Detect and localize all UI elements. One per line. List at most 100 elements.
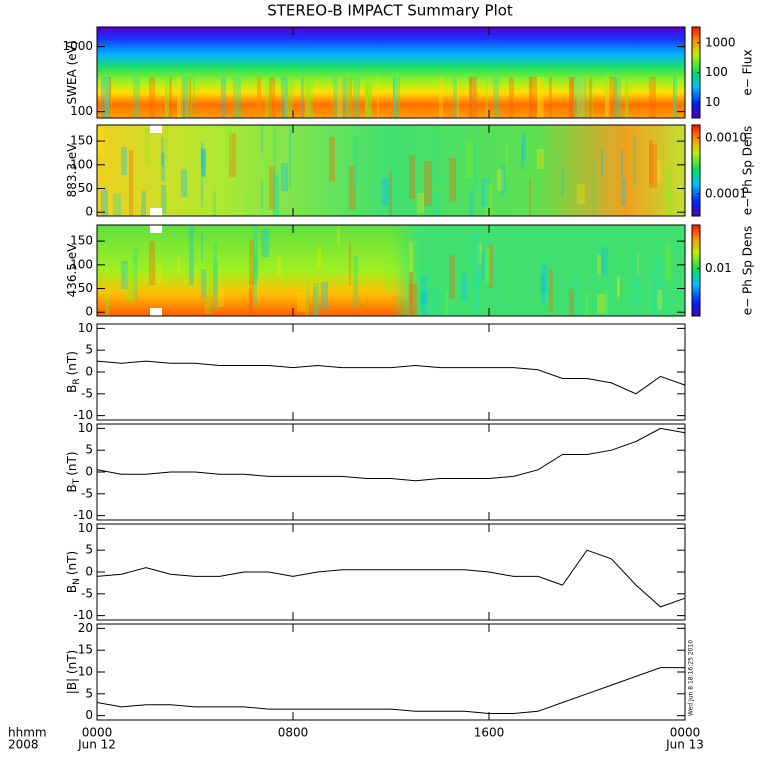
y-tick-label: -5 <box>81 486 93 500</box>
spectrogram-texture <box>393 77 395 118</box>
spectrogram-texture <box>225 126 232 162</box>
spectrogram-texture <box>261 125 263 153</box>
spectrogram-texture <box>257 77 261 118</box>
spectrogram-texture <box>605 290 608 316</box>
spectrogram-texture <box>181 77 188 118</box>
y-tick-label: 0 <box>85 565 93 579</box>
y-tick-label: 10 <box>78 321 93 335</box>
spectrogram-texture <box>365 77 368 118</box>
spectrogram-texture <box>589 77 592 118</box>
spectrogram-texture <box>169 77 172 118</box>
data-gap <box>150 208 162 216</box>
spectrogram-texture <box>253 225 258 277</box>
spectrogram-texture <box>337 226 340 246</box>
spectrogram-texture <box>201 179 203 207</box>
y-tick-label: 50 <box>78 181 93 195</box>
spectrogram-texture <box>365 77 372 118</box>
spectrogram-texture <box>439 77 443 118</box>
spectrogram-texture <box>465 142 473 178</box>
data-gap <box>150 308 162 316</box>
colorbar-label: e− Ph Sp Dens <box>741 226 755 315</box>
spectrogram-texture <box>285 77 293 118</box>
x-tick-label: 0800 <box>278 726 309 740</box>
spectrogram-texture <box>109 77 111 118</box>
spectrogram-texture <box>149 241 155 285</box>
spectrogram-texture <box>265 77 272 118</box>
spectrogram-texture <box>653 259 661 311</box>
spectrogram-texture <box>97 136 104 156</box>
spectrogram-image <box>97 125 685 216</box>
spectrogram-texture <box>273 129 276 181</box>
y-axis-label-subscript: N <box>72 578 82 585</box>
spectrogram-texture <box>609 77 617 118</box>
spectrogram-texture <box>349 77 352 118</box>
y-tick-label: 20 <box>78 621 93 635</box>
spectrogram-texture <box>593 162 595 214</box>
spectrogram-texture <box>213 258 218 310</box>
spectrogram-texture <box>409 284 417 316</box>
spectrogram-texture <box>617 275 620 295</box>
spectrogram-texture <box>541 275 545 303</box>
spectrogram-texture <box>121 147 127 175</box>
spectrogram-texture <box>221 77 226 118</box>
y-tick-label: 5 <box>85 543 93 557</box>
spectrogram-image <box>97 27 685 118</box>
spectrogram-texture <box>233 77 241 118</box>
spectrogram-texture <box>345 77 352 118</box>
spectrogram-texture <box>313 283 319 316</box>
spectrogram-texture <box>489 244 493 288</box>
field-line <box>96 549 686 608</box>
field-line <box>96 427 686 482</box>
y-axis-label-unit: (nT) <box>65 351 79 375</box>
spectrogram-texture <box>597 294 605 314</box>
spectrogram-texture <box>181 169 187 197</box>
y-tick-label: -10 <box>73 508 93 522</box>
spectrogram-texture <box>105 77 112 118</box>
x-date-label: Jun 12 <box>77 738 116 752</box>
spectrogram-texture <box>249 281 253 316</box>
spectrogram-texture <box>229 133 236 177</box>
spectrogram-texture <box>353 256 358 308</box>
y-axis-label-text: SWEA (eV) <box>65 40 79 104</box>
spectrogram-texture <box>161 153 165 181</box>
spectrogram-texture <box>141 191 146 216</box>
spectrogram-texture <box>485 77 488 118</box>
x-tick-label: 0000 <box>82 726 113 740</box>
spectrogram-texture <box>505 141 508 177</box>
spectrogram-texture <box>101 77 109 118</box>
spectrogram-texture <box>281 77 288 118</box>
spectrogram-texture <box>417 193 424 213</box>
colorbar-label: e− Flux <box>741 49 755 95</box>
spectrogram-texture <box>165 77 167 118</box>
y-tick-label: 10 <box>78 665 93 679</box>
spectrogram-texture <box>501 166 506 194</box>
spectrogram-texture <box>157 263 162 283</box>
spectrogram-texture <box>189 77 191 118</box>
y-tick-label: 150 <box>70 134 93 148</box>
spectrogram-texture <box>673 77 675 118</box>
spectrogram-texture <box>649 77 656 118</box>
spectrogram-texture <box>321 282 328 310</box>
spectrogram-texture <box>665 165 671 201</box>
spectrogram-texture <box>249 290 252 316</box>
spectrogram-texture <box>329 137 335 181</box>
panel-frame <box>96 26 686 119</box>
spectrogram-texture <box>257 281 259 301</box>
spectrogram-texture <box>201 269 206 297</box>
spectrogram-texture <box>109 77 111 118</box>
spectrogram-texture <box>257 77 261 118</box>
x-tick-label: 1600 <box>474 726 505 740</box>
spectrogram-texture <box>165 125 168 161</box>
spectrogram-texture <box>389 172 392 216</box>
spectrogram-texture <box>585 293 588 316</box>
spectrogram-texture <box>305 77 310 118</box>
spectrogram-texture <box>469 191 474 216</box>
spectrogram-texture <box>245 192 249 216</box>
colorbar <box>691 224 701 317</box>
field-line <box>96 360 686 395</box>
y-axis-label-text: B <box>65 484 79 492</box>
spectrogram-texture <box>269 166 275 210</box>
spectrogram-texture <box>637 254 639 274</box>
spectrogram-texture <box>657 161 661 181</box>
y-axis-label-text: |B| (nT) <box>65 650 79 694</box>
